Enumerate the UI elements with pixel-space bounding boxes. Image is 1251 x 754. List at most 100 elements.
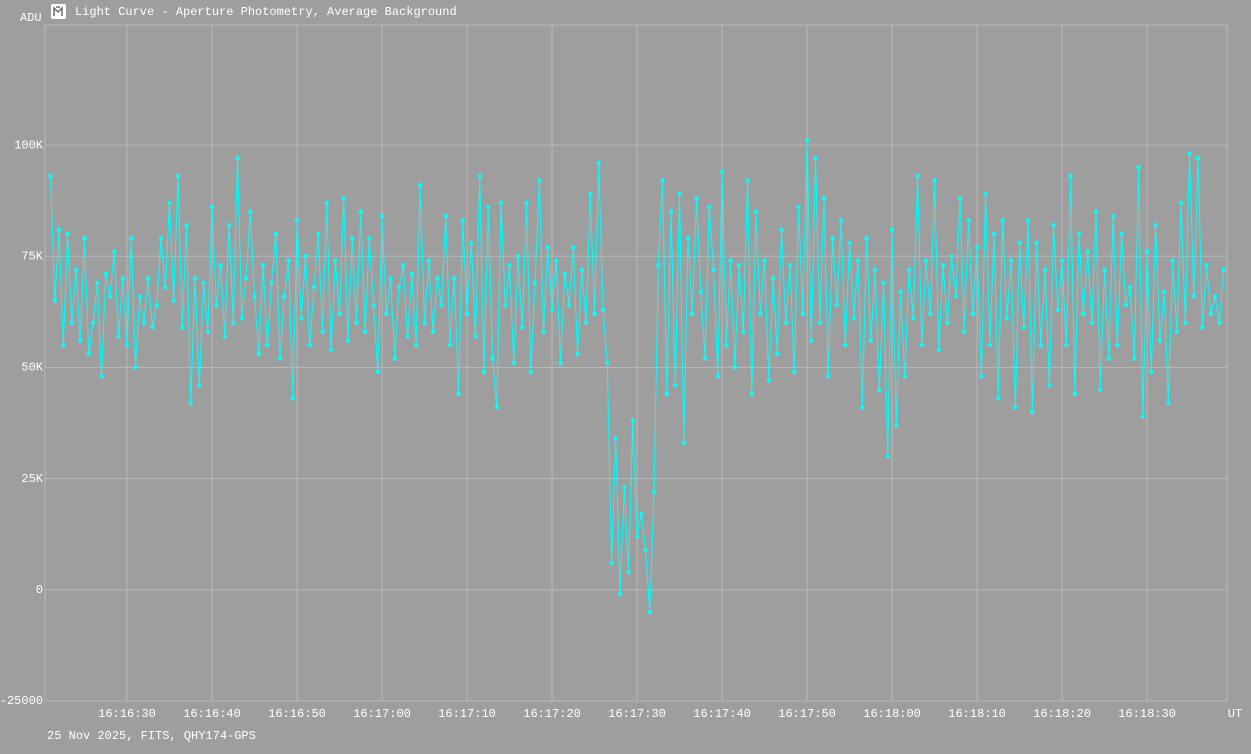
data-point — [617, 592, 623, 597]
data-point — [311, 285, 317, 290]
data-point — [770, 276, 776, 281]
data-point — [520, 325, 525, 330]
data-point — [1174, 329, 1180, 335]
data-point — [299, 316, 304, 321]
data-point — [707, 205, 712, 210]
data-point — [69, 320, 74, 326]
data-point — [1076, 231, 1082, 237]
data-point — [205, 329, 210, 335]
x-tick-label: 16:16:50 — [268, 707, 326, 721]
data-point — [758, 311, 763, 317]
data-point — [163, 285, 168, 290]
data-point — [214, 302, 219, 308]
data-point — [337, 311, 342, 317]
data-point — [843, 343, 848, 348]
data-point — [307, 343, 312, 348]
data-point — [1013, 405, 1018, 410]
data-point — [345, 338, 351, 343]
data-point — [175, 174, 181, 179]
data-point — [566, 302, 572, 308]
app-icon — [51, 4, 66, 19]
data-point — [95, 280, 100, 286]
data-point — [1183, 320, 1188, 326]
data-point — [1212, 294, 1218, 299]
data-point — [698, 289, 704, 295]
data-point — [56, 227, 62, 232]
data-point — [158, 236, 164, 241]
data-point — [477, 174, 483, 179]
data-point — [418, 182, 423, 188]
data-point — [1157, 338, 1163, 343]
data-point — [1123, 302, 1129, 308]
x-tick-label: 16:17:10 — [438, 707, 496, 721]
data-point — [1017, 240, 1022, 246]
data-point — [983, 191, 988, 197]
data-point — [401, 262, 406, 268]
data-point — [456, 391, 461, 397]
data-point — [464, 311, 470, 317]
data-point — [129, 236, 134, 241]
data-point — [422, 320, 427, 326]
data-point — [1059, 258, 1065, 263]
data-point — [600, 307, 606, 312]
data-point — [647, 609, 653, 615]
data-point — [1047, 383, 1052, 388]
data-point — [681, 440, 687, 446]
data-point — [651, 489, 657, 495]
data-point — [775, 351, 780, 357]
y-tick-label: 25K — [21, 472, 43, 486]
data-point — [928, 311, 933, 317]
data-point — [1187, 151, 1192, 157]
chart-title: Light Curve - Aperture Photometry, Avera… — [75, 5, 457, 19]
data-point — [800, 311, 806, 317]
data-point — [902, 374, 908, 379]
data-point — [65, 231, 70, 237]
data-point — [762, 258, 767, 263]
data-point — [736, 262, 742, 268]
data-point — [579, 267, 585, 272]
data-point — [112, 249, 117, 255]
data-point — [630, 418, 636, 424]
data-point — [690, 311, 695, 317]
data-point — [885, 454, 891, 459]
data-point — [269, 280, 274, 286]
data-point — [940, 262, 946, 268]
data-point — [116, 334, 121, 339]
data-point — [1178, 200, 1184, 206]
data-point — [405, 334, 410, 339]
data-point — [753, 209, 759, 214]
data-point — [1004, 316, 1010, 321]
x-tick-label: 16:17:40 — [693, 707, 751, 721]
data-point — [1093, 209, 1099, 214]
data-point — [804, 138, 810, 143]
data-point — [787, 262, 793, 268]
data-point — [1144, 249, 1150, 255]
data-point — [877, 387, 882, 392]
data-point — [923, 258, 929, 263]
data-point — [256, 351, 261, 357]
data-point — [987, 343, 993, 348]
data-point — [150, 325, 155, 330]
x-tick-label: 16:18:00 — [863, 707, 921, 721]
data-point — [243, 276, 249, 281]
data-point — [290, 396, 295, 401]
data-point — [86, 351, 91, 357]
data-point — [1221, 267, 1226, 272]
data-point — [711, 267, 716, 272]
data-point — [358, 209, 363, 214]
data-point — [919, 343, 925, 348]
data-point — [146, 276, 151, 281]
data-point — [741, 329, 746, 335]
data-point — [1208, 311, 1214, 317]
data-point — [1110, 214, 1116, 219]
data-point — [154, 302, 159, 308]
y-tick-label: 100K — [14, 138, 44, 152]
data-point — [528, 369, 534, 375]
data-point — [324, 200, 329, 206]
data-point — [813, 156, 818, 161]
data-point — [379, 214, 385, 219]
data-point — [605, 360, 610, 366]
data-point — [1021, 325, 1027, 330]
